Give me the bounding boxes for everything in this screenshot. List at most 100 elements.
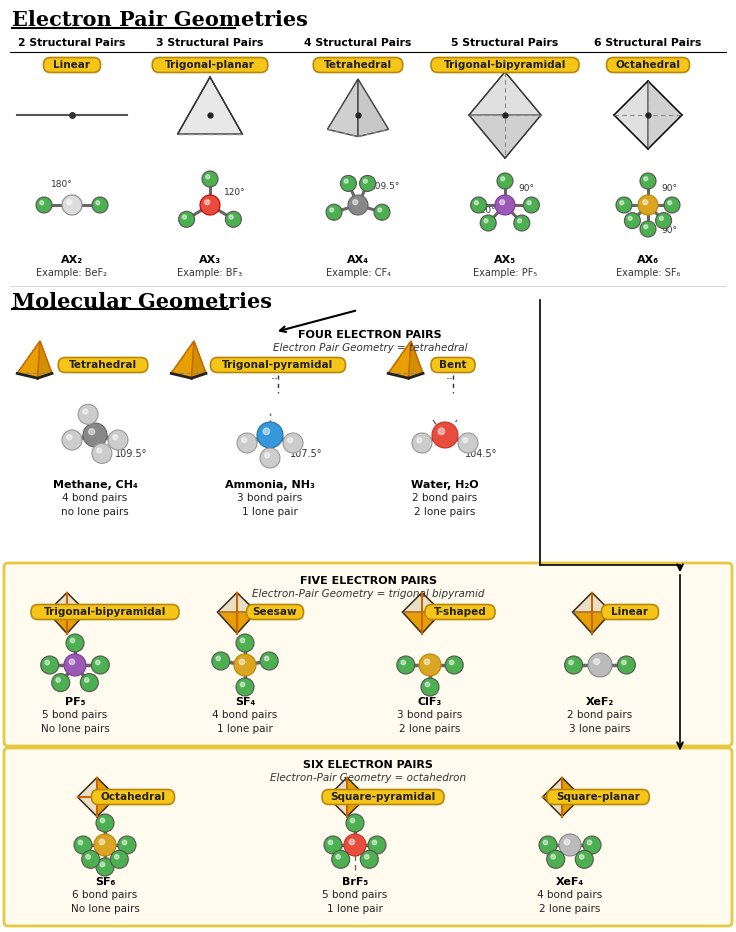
FancyBboxPatch shape (431, 358, 475, 373)
Polygon shape (573, 593, 612, 612)
FancyBboxPatch shape (91, 789, 174, 804)
Text: AX₂: AX₂ (61, 255, 83, 265)
Circle shape (70, 638, 75, 643)
Circle shape (239, 659, 244, 665)
Circle shape (64, 654, 86, 676)
Circle shape (326, 204, 342, 220)
Circle shape (324, 836, 342, 854)
Circle shape (100, 818, 105, 823)
Circle shape (69, 659, 74, 665)
Circle shape (594, 659, 600, 665)
Circle shape (288, 438, 293, 443)
Text: ..: .. (271, 369, 279, 382)
Circle shape (100, 862, 105, 867)
Text: Square-planar: Square-planar (556, 792, 640, 802)
Circle shape (401, 660, 406, 665)
Polygon shape (328, 79, 358, 137)
Text: XeF₄: XeF₄ (556, 877, 584, 887)
Text: BrF₅: BrF₅ (342, 877, 368, 887)
Circle shape (372, 841, 377, 844)
Circle shape (36, 197, 52, 213)
Polygon shape (358, 79, 389, 137)
Circle shape (52, 674, 70, 692)
Text: FOUR ELECTRON PAIRS: FOUR ELECTRON PAIRS (298, 330, 442, 340)
Circle shape (56, 678, 60, 682)
Circle shape (527, 200, 531, 205)
Circle shape (344, 834, 366, 856)
Circle shape (618, 656, 635, 674)
Text: ClF₃: ClF₃ (418, 697, 442, 707)
Circle shape (110, 850, 128, 869)
Text: 3 bond pairs
1 lone pair: 3 bond pairs 1 lone pair (238, 493, 302, 517)
Circle shape (179, 212, 194, 227)
Circle shape (565, 839, 570, 844)
Polygon shape (48, 612, 87, 634)
Polygon shape (77, 777, 97, 816)
Text: ..: .. (446, 369, 454, 382)
FancyBboxPatch shape (4, 748, 732, 926)
Circle shape (86, 855, 91, 859)
Circle shape (547, 850, 565, 869)
Polygon shape (328, 79, 389, 130)
Text: 5 bond pairs
No lone pairs: 5 bond pairs No lone pairs (40, 710, 110, 734)
Circle shape (438, 428, 445, 434)
Circle shape (99, 839, 105, 844)
Text: Example: CF₄: Example: CF₄ (325, 268, 391, 278)
Polygon shape (218, 612, 257, 634)
Circle shape (91, 656, 110, 674)
FancyBboxPatch shape (247, 605, 303, 620)
Text: 6 Structural Pairs: 6 Structural Pairs (594, 38, 701, 48)
Circle shape (200, 195, 220, 215)
Polygon shape (218, 593, 257, 612)
Circle shape (83, 423, 107, 447)
Circle shape (74, 836, 92, 854)
Circle shape (622, 660, 626, 665)
Text: 3 bond pairs
2 lone pairs: 3 bond pairs 2 lone pairs (397, 710, 463, 734)
Polygon shape (648, 81, 682, 149)
Polygon shape (542, 777, 562, 816)
Circle shape (644, 177, 648, 181)
Polygon shape (171, 341, 206, 374)
Circle shape (40, 200, 43, 205)
Circle shape (85, 678, 89, 682)
Polygon shape (469, 72, 541, 115)
Text: 4 Structural Pairs: 4 Structural Pairs (304, 38, 411, 48)
Text: PF₅: PF₅ (65, 697, 85, 707)
Circle shape (616, 197, 632, 213)
Circle shape (328, 841, 333, 844)
Polygon shape (469, 115, 541, 158)
Text: Example: BF₃: Example: BF₃ (177, 268, 243, 278)
Circle shape (624, 212, 640, 228)
Circle shape (364, 855, 369, 859)
Circle shape (579, 855, 584, 859)
Circle shape (643, 199, 648, 205)
Circle shape (588, 653, 612, 677)
Text: 107.5°: 107.5° (290, 449, 322, 459)
Text: AX₃: AX₃ (199, 255, 221, 265)
Circle shape (237, 433, 257, 453)
Text: Electron-Pair Geometry = octahedron: Electron-Pair Geometry = octahedron (270, 773, 466, 783)
Circle shape (78, 404, 98, 424)
Circle shape (115, 855, 119, 859)
Circle shape (236, 678, 254, 696)
Circle shape (424, 659, 430, 665)
Text: XeF₂: XeF₂ (586, 697, 614, 707)
Circle shape (283, 433, 303, 453)
Text: 104.5°: 104.5° (465, 449, 498, 459)
FancyBboxPatch shape (210, 358, 345, 373)
Text: Example: PF₅: Example: PF₅ (473, 268, 537, 278)
Text: Trigonal-planar: Trigonal-planar (165, 60, 255, 70)
Circle shape (96, 200, 100, 205)
Circle shape (40, 656, 59, 674)
FancyBboxPatch shape (606, 58, 690, 73)
Text: Octahedral: Octahedral (101, 792, 166, 802)
Polygon shape (614, 81, 648, 149)
Circle shape (668, 200, 672, 205)
Circle shape (445, 656, 463, 674)
Polygon shape (403, 612, 442, 634)
FancyBboxPatch shape (58, 358, 148, 373)
Circle shape (212, 652, 230, 670)
Circle shape (350, 818, 355, 823)
Text: 4 bond pairs
1 lone pair: 4 bond pairs 1 lone pair (213, 710, 277, 734)
Circle shape (421, 678, 439, 696)
